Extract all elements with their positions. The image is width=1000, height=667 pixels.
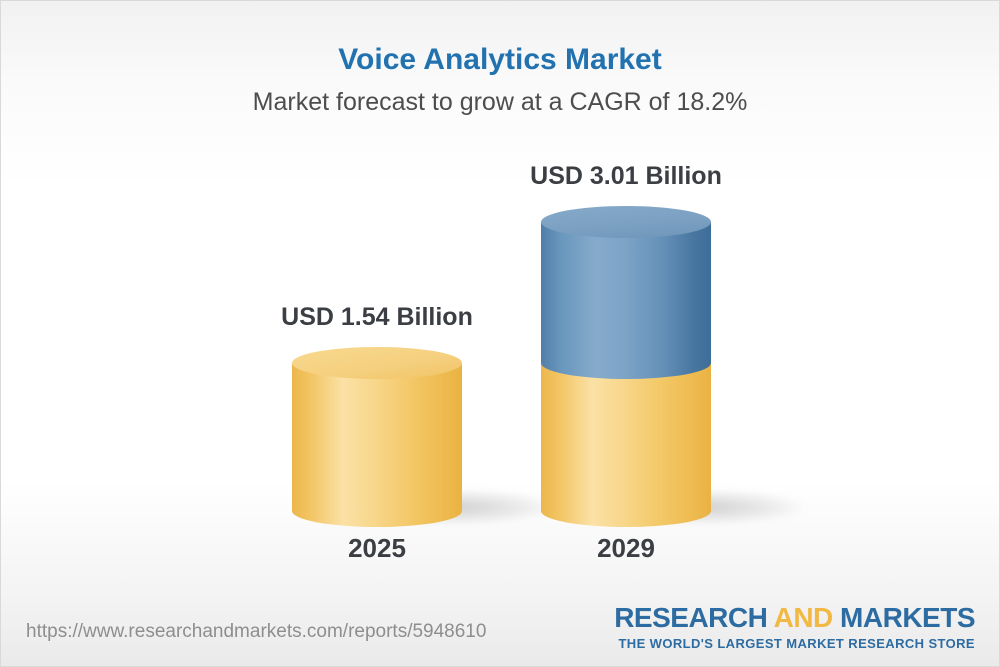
- logo-wordmark: RESEARCH AND MARKETS: [614, 604, 975, 632]
- bar-2025-cylinder: [292, 363, 462, 511]
- logo-word-and: AND: [773, 602, 834, 633]
- logo-tagline: THE WORLD'S LARGEST MARKET RESEARCH STOR…: [618, 636, 975, 651]
- chart-title: Voice Analytics Market: [338, 43, 662, 76]
- bar-2029-yellow-segment: [541, 363, 711, 511]
- bar-2029-blue-segment: [541, 222, 711, 364]
- value-label-2029: USD 3.01 Billion: [530, 162, 722, 191]
- logo-word-research: RESEARCH: [614, 602, 768, 633]
- logo-word-markets: MARKETS: [840, 602, 975, 633]
- bar-2029-top-cap: [541, 206, 711, 239]
- value-label-2025: USD 1.54 Billion: [281, 303, 473, 332]
- research-and-markets-logo: RESEARCH AND MARKETS THE WORLD'S LARGEST…: [614, 604, 975, 652]
- report-url: https://www.researchandmarkets.com/repor…: [26, 621, 487, 642]
- category-label-2029: 2029: [597, 533, 655, 563]
- chart-subtitle: Market forecast to grow at a CAGR of 18.…: [252, 88, 748, 116]
- category-label-2025: 2025: [348, 533, 406, 563]
- bar-2025-top-cap: [292, 347, 462, 380]
